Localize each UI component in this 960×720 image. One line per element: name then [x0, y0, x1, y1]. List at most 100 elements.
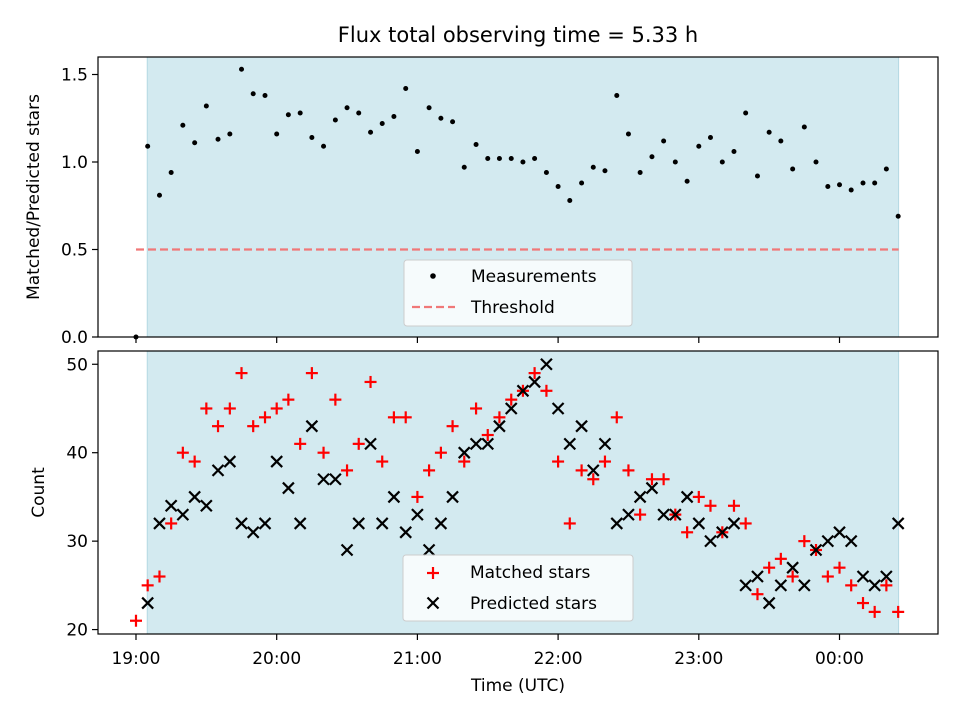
measurement-point	[262, 93, 268, 98]
measurement-point	[344, 105, 350, 111]
measurement-point	[543, 170, 549, 175]
cross-stroke-b	[610, 517, 624, 530]
predicted-star-point	[880, 570, 893, 583]
matched-star-point	[739, 517, 752, 530]
matched-star-point	[704, 499, 717, 512]
measurement-point	[696, 143, 702, 149]
predicted-star-point	[727, 517, 741, 530]
measurement-point	[485, 156, 491, 161]
cross-stroke-b	[164, 499, 178, 513]
cross-stroke-b	[352, 517, 366, 530]
bottom-legend: Matched stars Predicted stars	[402, 554, 634, 622]
measurement-point	[625, 131, 631, 137]
measurement-point	[567, 198, 573, 203]
cross-stroke-b	[868, 579, 881, 592]
predicted-star-point	[481, 437, 495, 451]
matched-star-point	[212, 420, 225, 433]
matched-star-point	[868, 605, 881, 618]
measurement-point	[368, 129, 374, 135]
matched-star-point	[247, 420, 260, 433]
measurement-point	[778, 138, 784, 144]
cross-stroke-b	[598, 437, 612, 451]
cross-stroke-b	[821, 534, 835, 548]
matched-star-point	[552, 455, 565, 468]
cross-stroke-b	[774, 579, 788, 592]
matched-star-point	[563, 517, 576, 530]
matched-star-point	[622, 464, 635, 477]
predicted-star-point	[844, 534, 858, 548]
legend-measurement-marker	[430, 273, 436, 279]
cross-stroke-b	[692, 517, 706, 530]
measurement-point	[766, 129, 772, 135]
measurement-point	[672, 159, 678, 165]
predicted-star-point	[504, 402, 518, 415]
top-axes-frame	[97, 56, 939, 338]
predicted-star-point	[200, 499, 213, 513]
measurement-point	[813, 159, 819, 165]
predicted-star-point	[657, 508, 670, 521]
top-x-ticks	[135, 337, 841, 343]
measurement-point	[145, 143, 151, 149]
predicted-star-point	[293, 517, 307, 530]
predicted-star-point	[751, 570, 764, 583]
cross-stroke-b	[258, 517, 272, 530]
measurement-point	[168, 170, 174, 175]
predicted-star-point	[716, 526, 729, 539]
legend-predicted-marker	[426, 596, 440, 610]
cross-stroke-b	[704, 534, 717, 548]
predicted-star-point	[434, 517, 448, 530]
matched-star-point	[598, 455, 611, 468]
top-legend-box	[403, 259, 633, 327]
measurement-point	[426, 105, 432, 111]
predicted-star-point	[270, 455, 283, 468]
cross-stroke-b	[434, 517, 448, 530]
measurement-point	[731, 149, 737, 154]
matched-star-point	[481, 429, 494, 442]
predicted-star-point	[493, 419, 506, 433]
measurement-point	[239, 66, 245, 72]
cross-stroke-b	[446, 490, 459, 504]
cross-stroke-b	[504, 402, 518, 415]
matched-star-point	[235, 367, 248, 380]
measurement-point	[496, 156, 502, 161]
matched-star-point	[880, 579, 893, 592]
measurement-point	[555, 184, 561, 189]
cross-stroke-b	[575, 419, 588, 433]
bottom-x-ticks: 19:00 20:00 21:00 22:00 23:00 00:00	[111, 634, 864, 669]
cross-stroke-b	[516, 384, 530, 398]
matched-star-point	[575, 464, 588, 477]
predicted-star-point	[622, 508, 635, 521]
legend-plus-marker	[427, 567, 439, 579]
predicted-star-point	[340, 543, 354, 557]
matched-star-point	[763, 561, 776, 574]
y-tick-label: 50	[66, 355, 88, 375]
predicted-star-point	[164, 499, 178, 513]
cross-stroke-b	[657, 508, 670, 521]
measurement-point	[883, 166, 889, 172]
cross-stroke-b	[739, 579, 752, 592]
matched-star-point	[821, 570, 834, 583]
matched-star-point	[434, 446, 447, 459]
measurement-point	[825, 184, 831, 189]
matched-star-point	[376, 455, 389, 468]
x-axis-label: Time (UTC)	[470, 676, 565, 696]
measurement-point	[180, 122, 186, 128]
y-tick-label: 0.0	[61, 328, 88, 348]
measurement-point	[661, 138, 667, 144]
predicted-star-point	[457, 446, 471, 459]
top-panel: 0.0 0.5 1.0 1.5 Matched/Predicted stars Mea…	[24, 56, 939, 348]
measurement-point	[637, 170, 643, 175]
matched-star-point	[657, 473, 670, 486]
x-tick-label: 19:00	[111, 649, 160, 669]
measurement-point	[379, 121, 385, 126]
cross-stroke-b	[469, 437, 483, 451]
legend-measurements-label: Measurements	[471, 267, 597, 287]
cross-stroke-b	[329, 472, 342, 486]
measurement-point	[297, 110, 303, 116]
y-tick-label: 20	[66, 621, 88, 641]
matched-star-point	[270, 402, 283, 415]
matched-star-point	[493, 411, 506, 424]
measurement-point	[156, 192, 162, 198]
cross-stroke-b	[211, 464, 225, 477]
